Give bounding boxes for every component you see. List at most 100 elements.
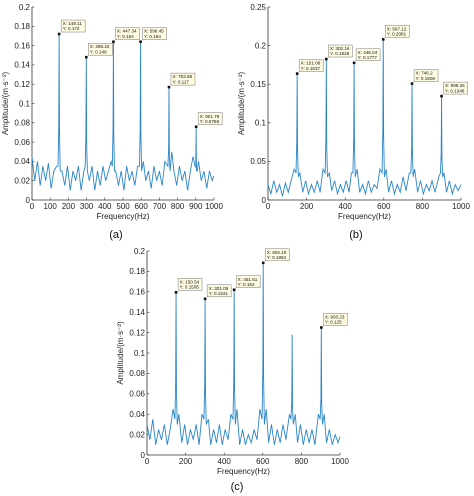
datatip-box [60,19,86,33]
x-tick-label: 200 [300,202,314,211]
x-tick-label: 1000 [331,457,349,466]
y-tick-label: 0.08 [14,119,30,128]
x-tick-label: 800 [171,202,185,211]
y-tick-label: 0.16 [129,288,145,297]
y-axis-label: Amplitude/(m·s⁻²) [1,71,10,135]
chart-panel-1: 0 100 200 300 400 500 600 700 800 900 1000 0 0.02 0.0… [1,3,223,241]
y-tick-label: 0.14 [14,61,30,70]
datatip-x-label: X: 302.16 [330,46,350,51]
datatip-x-label: X: 901.78 [200,114,220,119]
peak-marker [325,57,328,61]
peak-datatip: X: 596.45Y: 0.164 [142,27,167,40]
y-tick-label: 0.2 [134,247,146,256]
y-tick-label: 0.2 [255,41,267,50]
panel-label: (c) [231,481,244,493]
y-tick-label: 0 [26,196,31,205]
x-tick-label: 700 [153,202,167,211]
y-tick-label: 0 [141,451,146,460]
x-axis-label: Frequency(Hz) [338,212,391,221]
y-tick-label: 0.02 [14,177,30,186]
peak-marker [381,38,385,41]
y-axis-label: Amplitude/(m·s⁻²) [116,321,125,385]
datatip-y-label: Y: 0.125 [325,320,342,325]
x-tick-label: 600 [377,202,391,211]
x-tick-label: 100 [44,202,58,211]
y-tick-label: 0.16 [14,41,30,50]
datatip-y-label: Y: 0.164 [144,34,161,39]
peak-marker [261,261,265,265]
peak-marker [167,85,171,89]
y-tick-label: 0.18 [14,22,30,31]
x-tick-label: 400 [98,202,112,211]
datatip-y-label: Y: 0.1637 [301,66,321,71]
peak-datatip: X: 302.16Y: 0.1826 [328,44,353,58]
datatip-box [265,248,290,262]
datatip-y-label: Y: 0.2081 [387,32,407,37]
datatip-y-label: Y: 0.1531 [209,291,229,296]
y-tick-label: 0.06 [14,138,30,147]
y-tick-label: 0.04 [129,410,145,419]
peak-datatip: X: 752.66Y: 0.117 [170,72,196,86]
spectrum-line [31,34,215,191]
peak-datatip: X: 149.11Y: 0.172 [60,19,86,33]
datatip-box [355,48,381,62]
datatip-box [115,27,140,40]
peak-datatip: X: 903.23Y: 0.125 [323,313,348,326]
panel-label: (b) [349,229,362,241]
datatip-x-label: X: 596.45 [144,29,164,34]
datatip-y-label: Y: 0.162 [238,282,255,287]
peak-datatip: X: 597.12Y: 0.2081 [385,25,410,38]
peak-marker [410,82,414,85]
peak-datatip: X: 746.2Y: 0.1508 [413,69,439,82]
peak-marker [139,40,142,44]
datatip-box [142,27,167,40]
peak-datatip: X: 451.61Y: 0.162 [235,275,261,288]
x-tick-label: 600 [135,202,149,211]
x-tick-label: 1000 [452,202,470,211]
datatip-box [235,275,261,288]
peak-marker [84,55,88,59]
x-tick-label: 600 [256,457,270,466]
peak-datatip: X: 899.26Y: 0.1346 [443,81,468,95]
y-tick-label: 0.1 [134,349,146,358]
y-tick-label: 0.04 [14,157,30,166]
y-tick-label: 0.1 [19,99,31,108]
x-tick-label: 200 [62,202,76,211]
peak-marker [57,32,61,36]
datatip-y-label: Y: 0.1595 [180,285,200,290]
y-tick-label: 0.06 [129,390,145,399]
datatip-x-label: X: 597.12 [387,26,407,31]
datatip-y-label: Y: 0.1826 [330,51,350,56]
y-tick-label: 0.02 [129,430,145,439]
datatip-x-label: X: 298.22 [90,44,110,49]
peak-marker [352,61,356,65]
datatip-x-label: X: 903.23 [325,315,345,320]
datatip-x-label: X: 899.26 [445,83,465,88]
x-tick-label: 800 [416,202,430,211]
datatip-y-label: Y: 0.172 [63,26,80,31]
peak-marker [295,72,299,75]
datatip-y-label: Y: 0.164 [117,34,134,39]
datatip-x-label: X: 151.06 [301,61,321,66]
datatip-y-label: Y: 0.1346 [445,88,465,93]
x-tick-label: 500 [116,202,130,211]
datatip-x-label: X: 451.61 [238,277,258,282]
peak-marker [320,326,323,329]
datatip-y-label: Y: 0.1508 [416,76,436,81]
datatip-x-label: X: 447.34 [117,29,137,34]
x-tick-label: 900 [189,202,203,211]
x-tick-label: 400 [339,202,353,211]
y-axis-label: Amplitude/(m·s⁻²) [237,71,246,135]
peak-datatip: X: 151.06Y: 0.1637 [298,59,324,72]
y-tick-label: 0.14 [129,308,145,317]
spectrum-line [146,262,341,445]
chart-panel-3: 0 200 400 600 800 1000 0 0.02 0.04 0.06 0.08 0.1 0.1… [116,247,349,493]
x-tick-label: 1000 [205,202,223,211]
datatip-box [170,72,196,86]
datatip-box [328,44,353,58]
peak-marker [112,40,115,44]
datatip-y-label: Y: 0.1884 [267,255,287,260]
datatip-y-label: Y: 0.1777 [358,55,378,60]
y-tick-label: 0.1 [255,119,267,128]
